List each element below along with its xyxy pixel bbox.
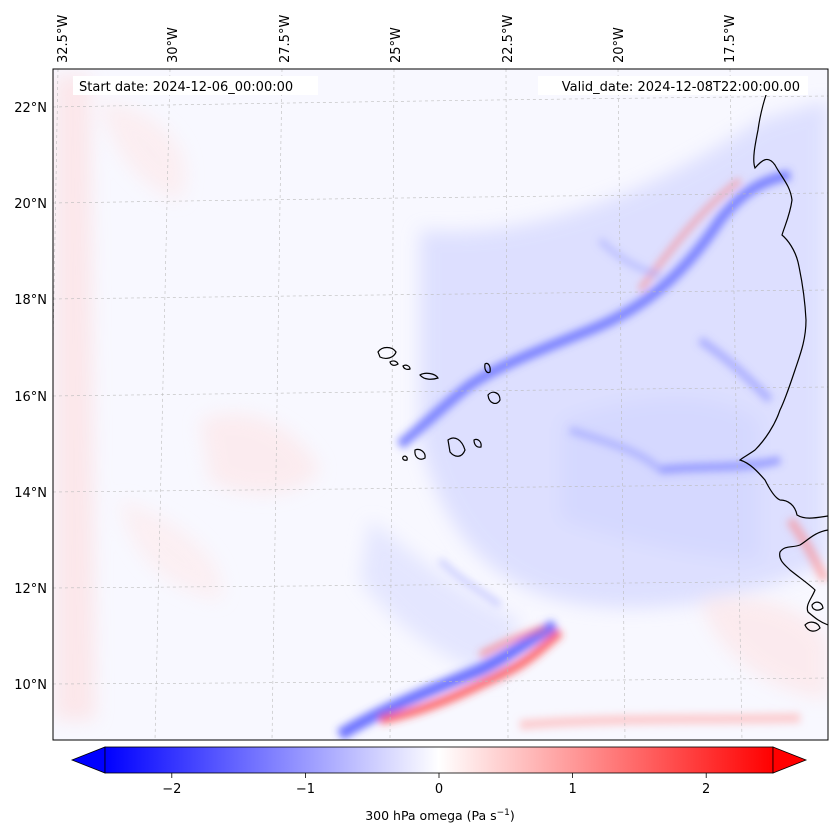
colorbar-ticks: −2 −1 0 1 2 — [162, 773, 710, 797]
bissagos-islands — [804, 601, 824, 632]
cape-verde-sao-nicolau — [402, 364, 411, 370]
africa-coastline — [738, 84, 828, 519]
valid-date-box — [538, 76, 808, 95]
cape-verde-sal — [484, 362, 491, 374]
colorbar-title-close: ) — [510, 808, 515, 823]
colorbar-tick-label: −1 — [296, 782, 315, 797]
start-date-label: Start date: 2024-12-06_00:00:00 — [79, 80, 293, 95]
lon-label-20w: 20°W — [612, 27, 627, 63]
cape-verde-santiago — [447, 437, 466, 457]
graticule — [53, 69, 828, 740]
lat-label-22n: 22°N — [14, 101, 47, 116]
cape-verde-maio — [473, 438, 482, 448]
start-date-box — [73, 76, 318, 95]
cape-verde-boa-vista — [487, 391, 501, 405]
colorbar-tick-label: −2 — [162, 782, 181, 797]
colorbar-body — [104, 746, 774, 774]
valid-date-label: Valid_date: 2024-12-08T22:00:00.00 — [562, 80, 800, 95]
lat-label-20n: 20°N — [14, 197, 47, 212]
cape-verde-santo-antao — [377, 346, 397, 359]
colorbar-tick-label: 2 — [702, 782, 710, 797]
colorbar-extend-high — [772, 746, 808, 774]
lon-label-30w: 30°W — [166, 27, 181, 63]
colorbar-title: 300 hPa omega (Pa s−1) — [365, 808, 515, 823]
colorbar-tick-label: 1 — [568, 782, 576, 797]
lon-label-22-5w: 22.5°W — [501, 15, 516, 63]
colorbar: −2 −1 0 1 2 300 hPa omega (Pa s−1) — [70, 746, 808, 823]
lat-label-12n: 12°N — [14, 582, 47, 597]
colorbar-tick-label: 0 — [435, 782, 443, 797]
colorbar-extend-low — [70, 746, 106, 774]
lon-label-32-5w: 32.5°W — [56, 15, 71, 63]
latitude-labels: 22°N 20°N 18°N 16°N 14°N 12°N 10°N — [14, 101, 47, 693]
longitude-labels: 32.5°W 30°W 27.5°W 25°W 22.5°W 20°W 17.5… — [56, 15, 738, 63]
map-frame — [52, 68, 829, 741]
cape-verde-fogo — [414, 448, 426, 460]
omega-field — [55, 75, 828, 740]
cape-verde-brava — [402, 455, 408, 461]
lon-label-27-5w: 27.5°W — [278, 15, 293, 63]
colorbar-title-sup: −1 — [497, 808, 510, 818]
lon-label-17-5w: 17.5°W — [723, 15, 738, 63]
cape-verde-small-island — [419, 372, 439, 380]
lat-label-18n: 18°N — [14, 293, 47, 308]
lon-label-25w: 25°W — [389, 27, 404, 63]
africa-southwest-coast — [779, 529, 828, 626]
cape-verde-sao-vicente — [389, 360, 399, 366]
colorbar-title-main: 300 hPa omega (Pa s — [365, 808, 496, 823]
lat-label-16n: 16°N — [14, 390, 47, 405]
lat-label-14n: 14°N — [14, 486, 47, 501]
lat-label-10n: 10°N — [14, 678, 47, 693]
coastlines — [377, 84, 828, 632]
